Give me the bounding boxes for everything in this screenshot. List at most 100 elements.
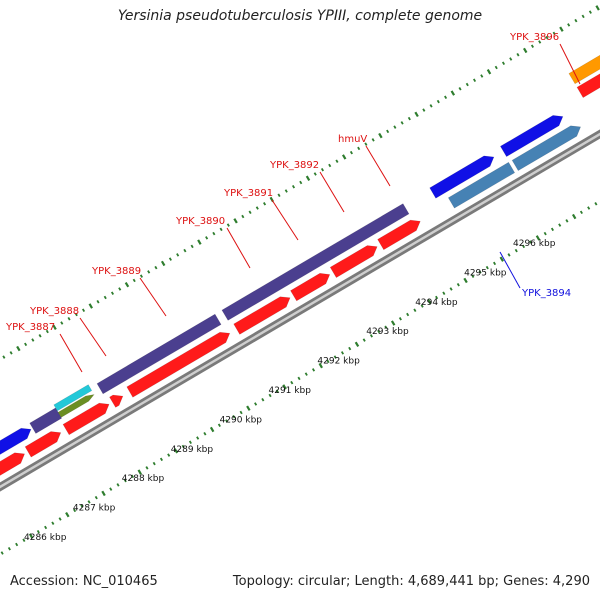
minor-tick bbox=[349, 150, 353, 155]
major-tick bbox=[378, 132, 383, 139]
major-tick bbox=[523, 47, 528, 54]
accession-text: Accession: NC_010465 bbox=[10, 574, 158, 589]
minor-tick bbox=[181, 444, 185, 449]
minor-tick bbox=[248, 210, 252, 215]
cds-feature[interactable] bbox=[429, 155, 495, 199]
minor-tick bbox=[232, 414, 236, 419]
minor-tick bbox=[118, 287, 122, 291]
gene-label[interactable]: hmuV bbox=[338, 134, 367, 145]
minor-tick bbox=[304, 372, 308, 376]
minor-tick bbox=[458, 87, 462, 91]
minor-tick bbox=[393, 125, 397, 129]
major-tick bbox=[450, 90, 456, 96]
minor-tick bbox=[130, 474, 135, 479]
minor-tick bbox=[67, 317, 71, 321]
cds-feature[interactable] bbox=[499, 115, 564, 158]
feature-track[interactable] bbox=[0, 47, 600, 499]
minor-tick bbox=[442, 291, 446, 295]
cds-feature[interactable] bbox=[109, 394, 124, 408]
scale-label: 4295 kbp bbox=[464, 268, 507, 278]
minor-tick bbox=[565, 219, 569, 223]
minor-tick bbox=[139, 274, 143, 278]
cds-feature[interactable] bbox=[0, 452, 26, 499]
minor-tick bbox=[472, 78, 477, 83]
minor-tick bbox=[456, 282, 460, 287]
minor-tick bbox=[444, 95, 448, 100]
minor-tick bbox=[333, 355, 337, 359]
minor-tick bbox=[217, 423, 221, 428]
scale-label: 4294 kbp bbox=[415, 298, 458, 308]
minor-tick bbox=[241, 214, 245, 219]
gene-label[interactable]: YPK_3894 bbox=[521, 288, 571, 299]
minor-tick bbox=[145, 466, 149, 470]
minor-tick bbox=[594, 202, 598, 206]
cds-feature[interactable] bbox=[126, 331, 231, 398]
cds-feature[interactable] bbox=[29, 407, 63, 434]
minor-tick bbox=[261, 397, 265, 402]
label-leader-line bbox=[59, 333, 83, 373]
minor-tick bbox=[357, 146, 361, 151]
minor-tick bbox=[96, 299, 100, 304]
minor-tick bbox=[543, 231, 547, 236]
minor-tick bbox=[516, 52, 520, 57]
gene-label[interactable]: YPK_3889 bbox=[91, 266, 141, 277]
cds-feature[interactable] bbox=[329, 245, 378, 279]
cds-feature[interactable] bbox=[447, 161, 516, 209]
minor-tick bbox=[2, 355, 6, 359]
minor-tick bbox=[203, 432, 207, 436]
label-leader-line bbox=[139, 277, 167, 317]
gene-label[interactable]: YPK_3891 bbox=[223, 188, 273, 199]
gene-label[interactable]: YPK_3887 bbox=[5, 322, 55, 333]
gene-label[interactable]: YPK_3888 bbox=[29, 306, 79, 317]
minor-tick bbox=[109, 487, 113, 491]
inner-tick-track bbox=[0, 202, 598, 555]
minor-tick bbox=[435, 295, 439, 300]
cds-feature[interactable] bbox=[233, 296, 291, 335]
cds-feature[interactable] bbox=[576, 61, 600, 99]
minor-tick bbox=[545, 35, 549, 40]
minor-tick bbox=[587, 206, 591, 210]
minor-tick bbox=[51, 521, 55, 525]
minor-tick bbox=[369, 334, 373, 338]
minor-tick bbox=[87, 500, 91, 504]
minor-tick bbox=[478, 270, 482, 274]
cds-feature[interactable] bbox=[24, 431, 62, 458]
minor-tick bbox=[190, 244, 194, 249]
cds-feature[interactable] bbox=[511, 125, 582, 172]
minor-tick bbox=[132, 278, 136, 283]
cds-feature[interactable] bbox=[377, 219, 421, 251]
gene-label[interactable]: YPK_3896 bbox=[509, 32, 559, 43]
major-tick bbox=[499, 256, 504, 262]
gene-label[interactable]: YPK_3892 bbox=[269, 160, 319, 171]
cds-feature[interactable] bbox=[0, 427, 32, 483]
major-tick bbox=[101, 490, 106, 497]
cds-feature[interactable] bbox=[57, 394, 95, 418]
major-tick bbox=[486, 69, 492, 75]
cds-feature[interactable] bbox=[62, 402, 110, 436]
minor-tick bbox=[485, 265, 489, 270]
minor-tick bbox=[60, 321, 64, 325]
gene-label[interactable]: YPK_3890 bbox=[175, 216, 225, 227]
minor-tick bbox=[326, 359, 330, 364]
cds-feature[interactable] bbox=[53, 384, 93, 412]
minor-tick bbox=[219, 227, 223, 232]
major-tick bbox=[341, 154, 347, 160]
major-tick bbox=[414, 111, 419, 118]
minor-tick bbox=[406, 312, 410, 317]
major-tick bbox=[246, 405, 251, 411]
minor-tick bbox=[299, 180, 303, 185]
minor-tick bbox=[94, 495, 98, 500]
minor-tick bbox=[167, 453, 171, 457]
scale-label: 4288 kbp bbox=[122, 474, 165, 484]
minor-tick bbox=[123, 478, 127, 483]
cds-feature[interactable] bbox=[96, 313, 222, 395]
minor-tick bbox=[429, 104, 433, 108]
minor-tick bbox=[196, 436, 200, 440]
minor-tick bbox=[377, 329, 381, 334]
cds-feature[interactable] bbox=[221, 203, 410, 321]
cds-feature[interactable] bbox=[290, 272, 331, 302]
minor-tick bbox=[74, 312, 78, 317]
major-tick bbox=[137, 469, 142, 475]
minor-tick bbox=[364, 142, 368, 146]
